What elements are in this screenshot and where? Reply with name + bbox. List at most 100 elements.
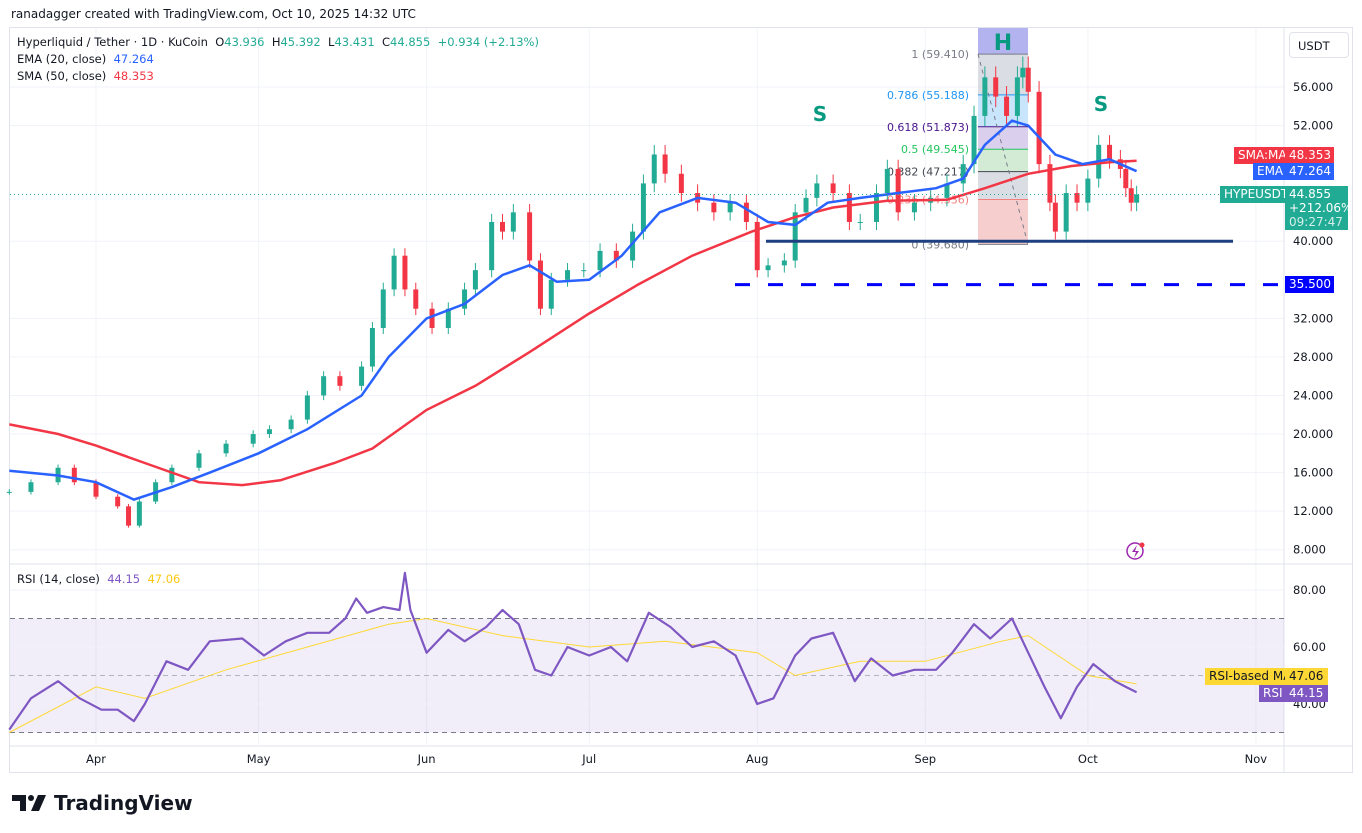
candle-body [462,289,468,309]
candle-body [6,491,12,493]
candle-body [944,183,950,198]
lightning-icon[interactable] [1126,542,1144,560]
head-highlight [978,28,1028,55]
candle-body [196,453,202,468]
sma-label: SMA (50, close) [17,69,107,83]
time-tick-label: Oct [1078,752,1098,766]
candle-body [1107,144,1113,160]
candle-body [115,496,121,507]
candle-body [651,154,657,184]
candle-body [321,376,327,396]
candle-body [993,77,999,97]
candle-body [857,221,863,223]
candle-body [413,289,419,309]
symbol-name[interactable]: Hyperliquid / Tether · 1D · KuCoin [17,35,208,49]
candle-body [537,260,543,309]
candle-body [640,183,646,232]
price-tick-label: 56.000 [1293,80,1333,94]
candle-body [391,255,397,290]
rsi-value: 44.15 [107,572,141,586]
candle-body [1020,67,1026,78]
candle-body [781,260,787,266]
candle-body [489,221,495,271]
candle-body [500,221,505,232]
rsi-line [8,571,1138,731]
bar-countdown: 09:27:47 [1289,215,1343,229]
time-tick-label: Sep [914,752,936,766]
sma-axis-name: SMA:MA [1234,147,1291,164]
close-label: C [382,35,391,49]
ema-value: 47.264 [113,52,154,66]
time-tick-label: Jun [417,752,436,766]
lightning-bolt-icon [1132,545,1139,558]
candle-body [803,197,809,213]
price-tick-label: 16.000 [1293,466,1333,480]
ema-label: EMA (20, close) [17,52,107,66]
rsi-band-background [10,618,1284,733]
price-tick-label: 12.000 [1293,504,1333,518]
symbol-axis-name: HYPEUSDT [1220,186,1293,203]
rsi-ma-line [9,617,1137,733]
rsi-ma-axis-value: 47.06 [1285,668,1328,685]
candle-body [846,193,852,222]
low-label: L [328,35,335,49]
sma50-line [9,159,1137,487]
candle-body [337,376,343,386]
candle-body [1063,193,1069,232]
high-value: 45.392 [280,35,321,49]
fib-zone [978,126,1028,150]
candle-body [792,212,798,261]
left-shoulder-label: S [813,102,827,126]
candle-body [380,289,386,328]
candle-body [527,212,533,261]
fib-zone [978,199,1028,245]
notification-dot-icon [1139,542,1145,548]
ema-legend[interactable]: EMA (20, close) 47.264 [17,52,154,66]
candle-body [1123,168,1129,189]
chart-frame [9,27,1353,773]
candle-body [359,366,365,386]
candle-body [743,202,749,222]
price-tick-label: 52.000 [1293,119,1333,133]
candle-body [288,419,294,430]
candle-body [895,168,901,213]
tradingview-logo[interactable]: TradingView [12,791,193,815]
candle-body [727,202,733,213]
candle-body [754,221,760,271]
currency-button[interactable]: USDT [1289,32,1349,58]
high-label: H [271,35,281,49]
close-value: 44.855 [390,35,431,49]
price-tick-label: 32.000 [1293,311,1333,325]
candle-body [678,173,684,194]
fib-level-label: 0.5 (49.545) [901,143,969,156]
sma-legend[interactable]: SMA (50, close) 48.353 [17,69,154,83]
candle-body [402,255,408,290]
candle-body [1036,91,1042,165]
candle-body [28,482,34,492]
fib-level-label: 0.786 (55.188) [887,89,969,102]
time-tick-label: Apr [86,752,106,766]
sma-axis-value: 48.353 [1285,147,1334,164]
open-value: 43.936 [224,35,265,49]
last-price: 44.855 [1289,187,1331,201]
candle-body [662,154,668,174]
ema20-line [9,119,1138,501]
rsi-ma-value: 47.06 [147,572,181,586]
candle-body [1014,77,1020,116]
time-tick-label: Aug [746,752,768,766]
candle-body [830,183,836,194]
rsi-legend[interactable]: RSI (14, close) 44.15 47.06 [17,572,180,586]
candle-body [630,231,636,261]
last-price-tag: 44.855 +212.06% 09:27:47 [1285,186,1352,230]
candle-body [266,429,272,435]
open-label: O [215,35,225,49]
price-tick-label: 40.000 [1293,234,1333,248]
candle-body [1047,164,1053,203]
rsi-axis-name: RSI [1259,685,1287,702]
candle-body [960,164,966,184]
price-tick-label: 24.000 [1293,388,1333,402]
candle-body [1085,178,1091,203]
candle-body [1128,188,1134,203]
candle-body [613,250,619,261]
